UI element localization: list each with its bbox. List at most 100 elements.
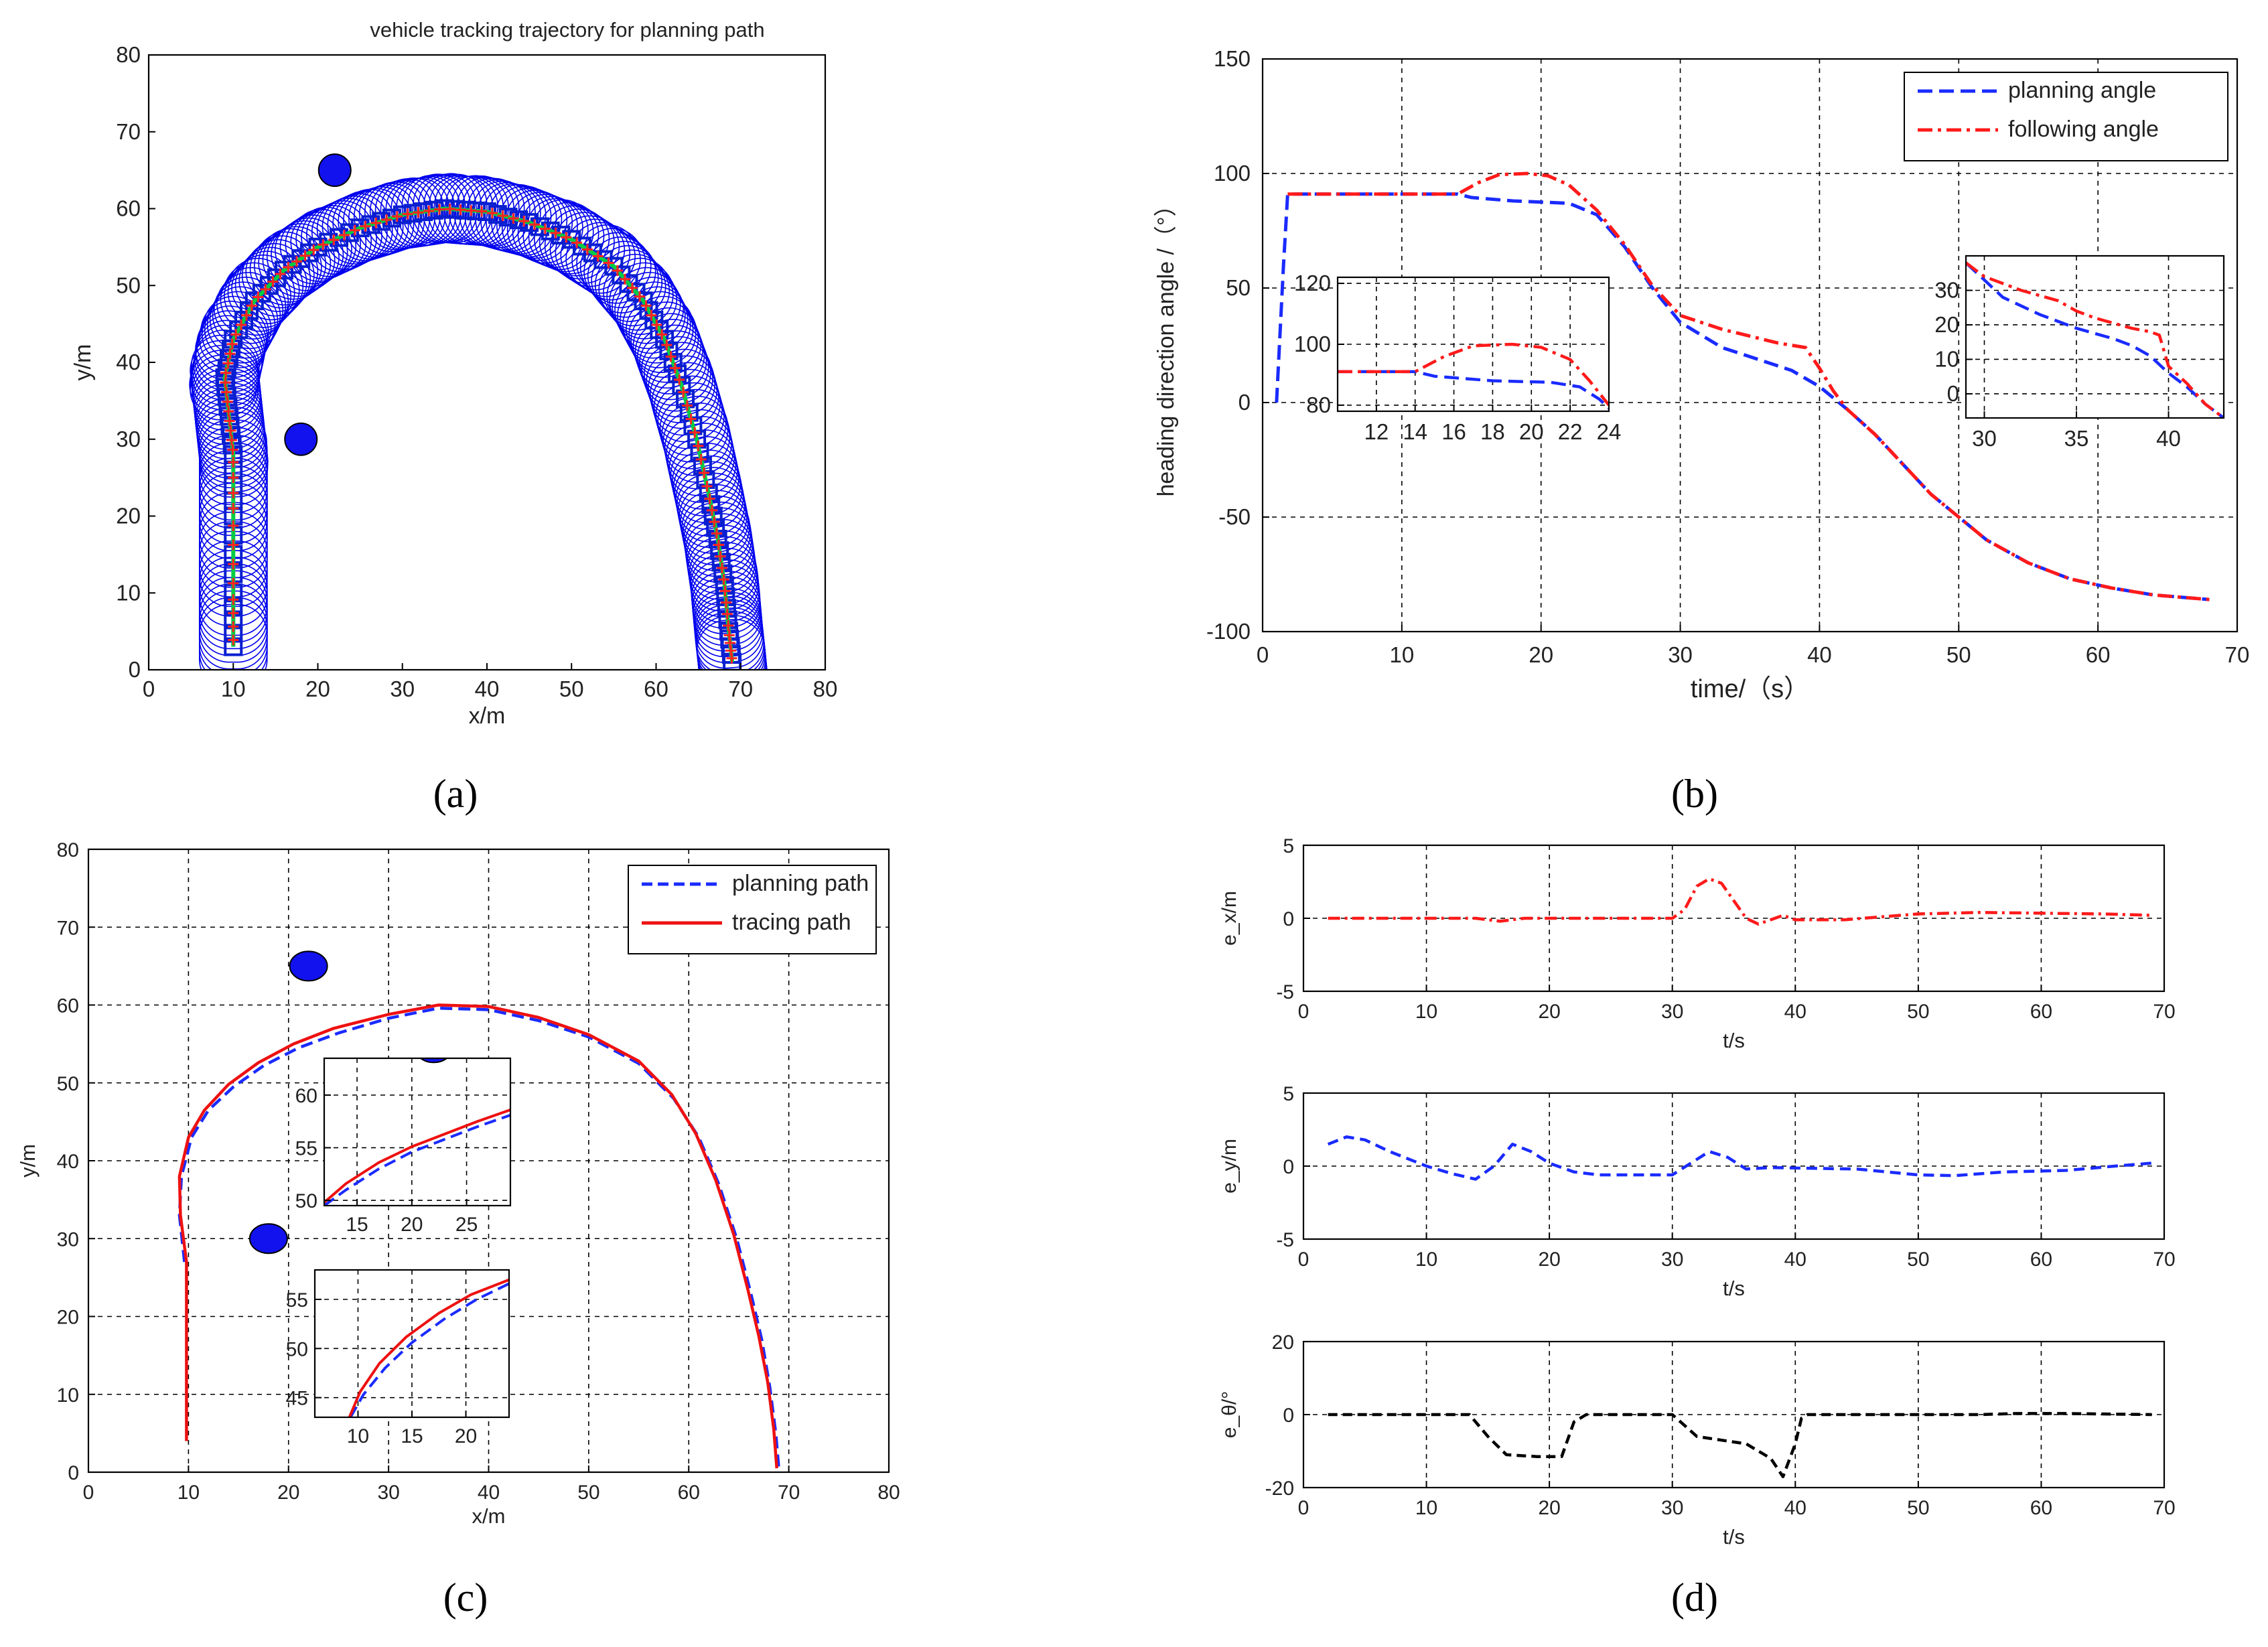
a-tracking-point [706, 504, 717, 516]
b-xtick-label: 20 [1529, 642, 1553, 667]
a-xtick-label: 70 [728, 676, 753, 701]
b-xtick-label: 30 [1668, 642, 1693, 667]
a-tracking-point [224, 348, 236, 360]
b-inset1-xtick-label: 12 [1364, 419, 1389, 444]
d3-xtick-label: 40 [1784, 1497, 1806, 1519]
c-xtick-label: 30 [377, 1482, 399, 1504]
b-inset2-plot-area [1966, 256, 2224, 418]
c-inset2-xtick-label: 10 [347, 1425, 369, 1447]
a-tracking-point [228, 472, 239, 484]
a-vehicle-marker [234, 310, 254, 330]
panel-a-chart: vehicle tracking trajectory for planning… [70, 18, 837, 729]
c-obstacle [289, 950, 328, 982]
c-xtick-label: 60 [678, 1482, 700, 1504]
a-ytick-label: 50 [116, 273, 141, 297]
b-inset2-series [1966, 261, 2224, 418]
a-tracking-point [497, 210, 508, 222]
b-inset2-frame [1965, 255, 2225, 419]
a-ytick-label: 80 [116, 42, 141, 67]
a-vehicle-marker [663, 353, 683, 372]
a-ytick-label: 70 [116, 119, 141, 144]
a-xtick-label: 30 [390, 676, 415, 701]
c-xtick-label: 10 [178, 1482, 200, 1504]
a-tracking-point [228, 539, 239, 551]
c-inset2-content [348, 1278, 509, 1417]
a-tracking-point [561, 232, 572, 243]
a-tracking-point [592, 250, 604, 262]
a-tracking-point [721, 597, 732, 608]
b-xtick-label: 40 [1807, 642, 1832, 667]
a-ytick-label: 10 [116, 580, 141, 605]
panel-b-chart: time/（s） heading direction angle /（°） 0 10 2… [1153, 46, 2249, 703]
a-tracking-point [539, 223, 551, 234]
a-tracking-point [486, 208, 498, 219]
a-tracking-point [228, 457, 239, 468]
d1-xtick-label: 50 [1907, 1001, 1929, 1023]
a-vehicle-marker [330, 228, 349, 247]
a-tracking-point [711, 528, 722, 539]
a-tracking-point [223, 406, 234, 417]
d2-series-e_y [1327, 1135, 2152, 1181]
c-ytick-label: 0 [68, 1462, 79, 1484]
b-xlabel: time/（s） [1691, 675, 1809, 703]
a-tracking-point [726, 652, 737, 664]
c-ylabel: y/m [16, 1144, 40, 1177]
a-tracking-point [581, 244, 593, 255]
c-ytick-label: 60 [57, 995, 79, 1017]
a-tracking-point [701, 481, 713, 492]
a-vehicle-marker [659, 341, 679, 360]
caption-a: (a) [433, 772, 478, 816]
a-tracking-point [236, 319, 247, 331]
a-tracking-point [689, 427, 701, 438]
a-tracking-point [222, 396, 233, 407]
b-inset1-xtick-label: 22 [1558, 419, 1583, 444]
d2-xtick-label: 70 [2153, 1248, 2175, 1271]
d2-plot-content [1327, 1135, 2152, 1181]
a-vehicle-marker [679, 403, 699, 422]
a-vehicle-marker [340, 223, 359, 242]
d1-xtick-label: 60 [2030, 1001, 2052, 1023]
a-tracking-point [466, 205, 477, 216]
a-tracking-point [413, 207, 424, 218]
a-tracking-point [225, 425, 236, 436]
c-inset1-obstacle [419, 1058, 448, 1064]
d1-plot-content [1328, 877, 2152, 926]
c-series-tracing [178, 1003, 778, 1469]
d3-xtick-label: 60 [2030, 1497, 2052, 1519]
d2-xlabel: t/s [1723, 1277, 1745, 1300]
c-inset1-xtick-label: 25 [455, 1214, 478, 1236]
c-xtick-label: 20 [277, 1482, 299, 1504]
a-tracking-point [226, 435, 237, 446]
caption-d: (d) [1671, 1575, 1718, 1620]
d3-ylabel: e_θ/° [1218, 1391, 1241, 1438]
d2-xtick-label: 30 [1661, 1248, 1683, 1271]
d1-ytick-label: 0 [1283, 908, 1294, 930]
a-tracking-point [699, 467, 710, 478]
a-ytick-label: 30 [116, 427, 141, 451]
a-ytick-label: 20 [116, 504, 141, 528]
a-vehicle-marker [644, 310, 664, 330]
b-ytick-label: -50 [1218, 504, 1251, 529]
a-tracking-point [349, 224, 360, 236]
a-tracking-point [665, 351, 677, 362]
a-tracking-point [222, 358, 234, 369]
d1-ytick-label: -5 [1276, 981, 1294, 1003]
c-inset2-xtick-label: 15 [401, 1425, 423, 1447]
d3-ytick-label: 20 [1272, 1332, 1294, 1354]
a-vehicle-marker [634, 291, 653, 311]
a-vehicle-marker [672, 376, 691, 395]
d3-xtick-label: 50 [1907, 1497, 1929, 1519]
a-tracking-point [715, 551, 726, 562]
a-tracking-point [228, 503, 239, 514]
b-legend-label: following angle [2008, 117, 2159, 142]
b-series-following [1287, 171, 2210, 601]
d1-xtick-label: 0 [1298, 1001, 1309, 1023]
c-inset1-xtick-label: 15 [346, 1214, 368, 1236]
b-inset1-ytick-label: 80 [1306, 392, 1331, 417]
caption-b: (b) [1671, 772, 1718, 816]
a-tracking-point [228, 559, 239, 570]
c-inset2-series [349, 1282, 509, 1417]
a-vehicle-marker [551, 226, 571, 245]
a-tracking-point [704, 493, 715, 504]
